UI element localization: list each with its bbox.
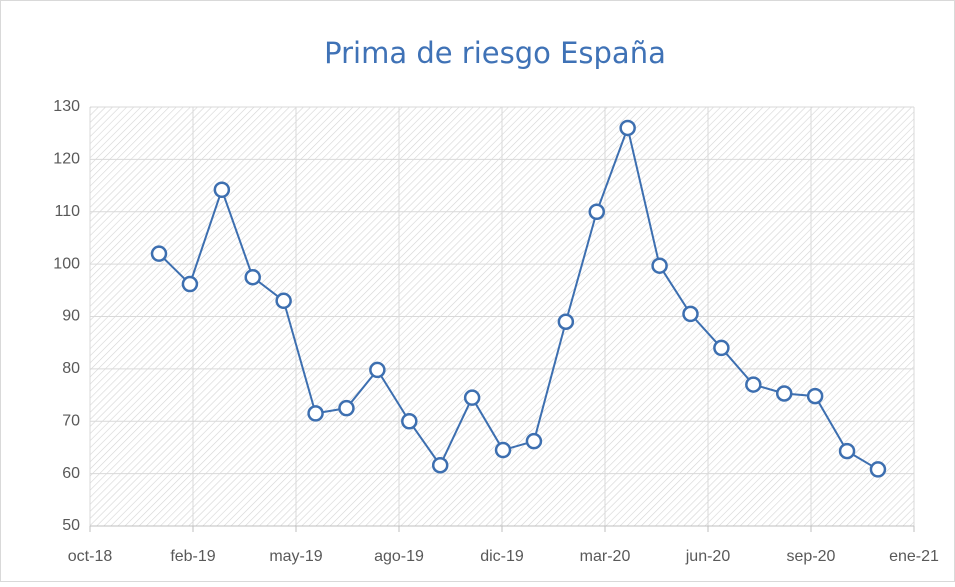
x-tick-label: dic-19 [480, 548, 524, 565]
point-marker [494, 441, 512, 459]
point-marker [275, 292, 292, 310]
x-tick-label: oct-18 [68, 548, 113, 565]
x-tick-label: ago-19 [374, 548, 424, 565]
x-tick-label: jun-20 [685, 548, 731, 565]
point-marker [244, 268, 261, 286]
y-tick-label: 50 [62, 517, 80, 534]
point-marker [713, 339, 730, 357]
point-marker [838, 442, 856, 460]
point-marker [307, 405, 324, 422]
point-marker [525, 432, 543, 450]
point-marker [775, 385, 793, 402]
y-tick-label: 60 [62, 465, 80, 482]
point-marker [806, 387, 824, 405]
point-marker [369, 361, 386, 379]
point-marker [651, 257, 668, 274]
x-tick-label: sep-20 [787, 548, 836, 565]
point-marker [401, 413, 418, 430]
chart-title: Prima de riesgo España [324, 36, 666, 70]
point-marker [557, 313, 575, 330]
point-marker [181, 275, 199, 293]
point-marker [588, 203, 606, 220]
point-marker [431, 456, 449, 474]
point-marker [869, 461, 887, 478]
y-tick-label: 70 [62, 412, 80, 429]
x-tick-label: ene-21 [889, 548, 939, 565]
y-tick-label: 130 [53, 98, 80, 115]
y-tick-label: 90 [62, 308, 80, 325]
point-marker [213, 181, 231, 199]
point-marker [463, 389, 481, 406]
point-marker [682, 305, 699, 323]
y-tick-label: 100 [53, 255, 80, 272]
y-tick-label: 80 [62, 360, 80, 377]
point-marker [338, 399, 355, 417]
y-tick-label: 110 [54, 203, 80, 220]
y-tick-label: 120 [53, 151, 80, 168]
x-tick-label: may-19 [269, 548, 322, 565]
point-marker [745, 376, 762, 393]
point-marker [150, 245, 168, 262]
x-tick-label: feb-19 [170, 548, 215, 565]
x-tick-label: mar-20 [580, 548, 631, 565]
point-marker [619, 119, 636, 137]
